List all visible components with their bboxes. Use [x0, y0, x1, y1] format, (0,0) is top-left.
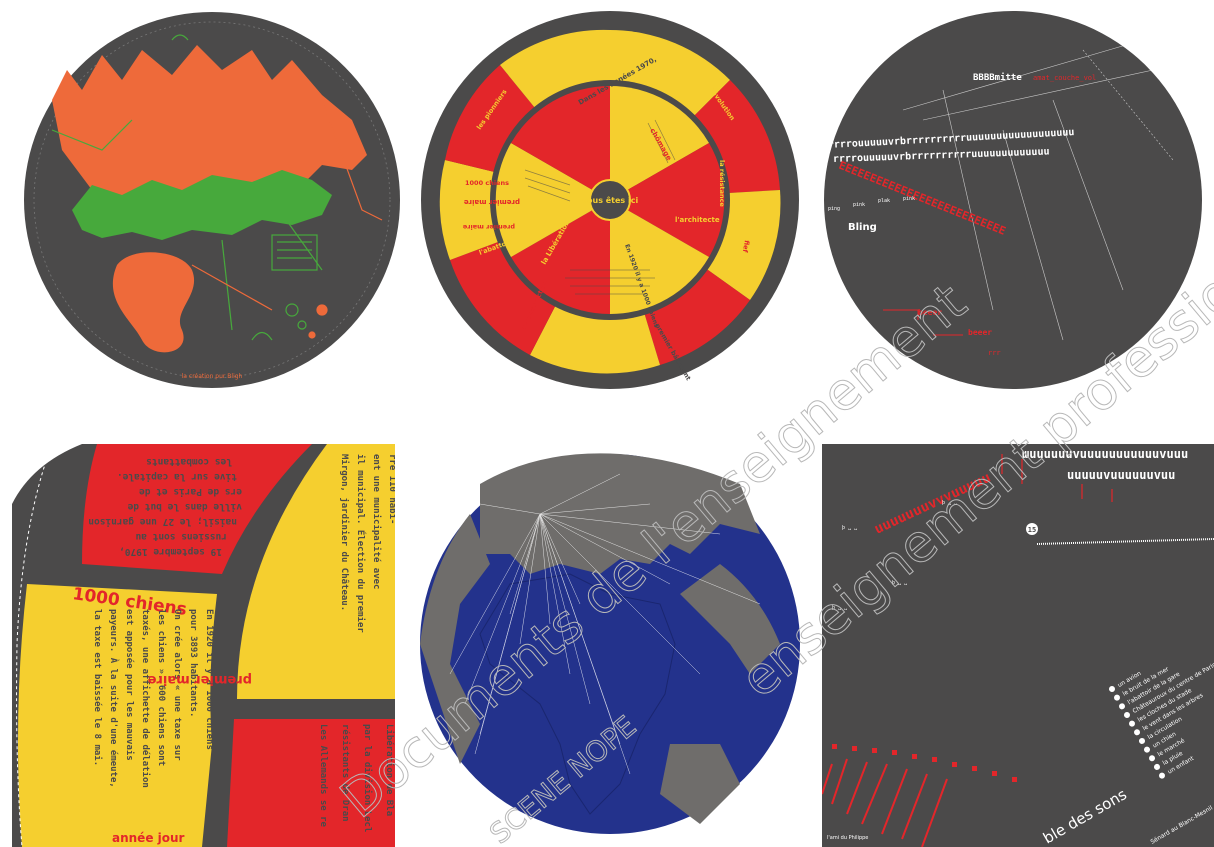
disc3-label-5: rrr — [988, 349, 1001, 357]
disc-organic-poster: la création pur Bligh — [22, 10, 402, 390]
orange-bottom-blob — [112, 252, 195, 353]
chiens-body-0: En 1920 il y a 1000 chiens — [204, 609, 215, 750]
bottom-body-text: Libération de Bla par la division Lecl r… — [318, 724, 395, 832]
africa — [480, 574, 675, 814]
disc-wheel-poster: vous êtes ici Dans les années 1970, chôm… — [420, 10, 800, 390]
top-body-4: ers de Paris et de — [139, 486, 242, 497]
disc3-small-2: plak — [878, 198, 890, 204]
disc3-label-4: beeer — [968, 328, 992, 337]
sound-table-background — [822, 444, 1214, 847]
green-ornaments — [51, 34, 323, 341]
chiens-body-7: la taxe est baissée le 8 mai. — [92, 609, 103, 766]
maire-title: premier maire — [148, 672, 252, 687]
svg-text:þ ␣ ␣: þ ␣ ␣ — [842, 525, 857, 531]
disc3-small-1: pink — [853, 202, 865, 208]
top-row-2: uuuuuvuuuuuuvuu — [1067, 468, 1175, 482]
top-body-0: 19 septembre 1970, — [119, 546, 222, 557]
top-body-6: les combattants — [146, 456, 232, 467]
outer-label-7: fief — [741, 240, 751, 253]
inner-wedges — [495, 85, 725, 315]
chiens-body-5: est apposée pour les mauvais — [124, 609, 135, 761]
globe-svg: carte géologique — [420, 444, 800, 847]
disc-typographic-svg: BBBBmitte amat_couche_vol rrrrouuuuuvrbr… — [824, 11, 1202, 389]
maire-body-2: il municipal. Élection du premier — [355, 454, 367, 633]
top-body-1: russiens sont au — [135, 531, 227, 542]
maire-body-3: Mirgon, jardinier du Château. — [339, 454, 350, 611]
small-marks: þ ␣ ␣ þ ␣ ␣ þ ␣ ␣ þ ␣ ␣ — [832, 500, 957, 611]
top-body-3: ville dans le but de — [127, 501, 242, 512]
wedge-label-2: l'architecte — [675, 216, 720, 224]
red-bars — [822, 758, 948, 847]
disc3-label-1: amat_couche_vol — [1033, 74, 1096, 82]
green-blob — [72, 170, 332, 240]
wedge-label-5: premier maire — [464, 198, 520, 206]
globe-caption: carte géologique — [585, 834, 636, 841]
svg-text:þ ␣ ␣: þ ␣ ␣ — [892, 580, 907, 586]
sound-footer-2: l'ami du Philippe — [827, 835, 868, 841]
globe-land — [420, 453, 780, 824]
left-yellow-segment — [18, 584, 217, 847]
outer-label-6: la résistance — [718, 160, 726, 207]
svg-text:þ ␣ ␣: þ ␣ ␣ — [832, 605, 847, 611]
top-body-5: tive sur la capitale. — [117, 471, 237, 482]
bottom-body-1: par la division Lecl — [362, 724, 373, 832]
bottom-body-2: résistants de Dran — [340, 724, 351, 822]
disc3-label-2: Bling — [848, 222, 877, 233]
outer-label-2: premier maire — [462, 223, 515, 231]
wheel-detail: 19 septembre 1970, russiens sont au nais… — [12, 444, 395, 847]
disc1-caption: la création pur Bligh — [182, 373, 243, 380]
right-yellow-segment — [237, 444, 395, 699]
top-red-segment — [82, 444, 312, 574]
maire-body-1: ent une municipalité avec — [371, 454, 382, 589]
top-row: ɯuuuuuuvuuuuuuuuuuuvuuu — [1022, 447, 1188, 461]
maire-body-text: rre 110 habi- ent une municipalité avec … — [339, 454, 395, 633]
disc3-small-0: ping — [828, 206, 840, 212]
center-label: vous êtes ici — [582, 195, 639, 205]
disc-typographic-poster: BBBBmitte amat_couche_vol rrrrouuuuuvrbr… — [823, 10, 1203, 390]
count-dot — [1026, 523, 1038, 535]
disc3-label-3: beeer — [918, 308, 942, 317]
top-body-2: naisil; le 27 une garnison — [88, 516, 237, 527]
disc3-label-0: BBBBmitte — [973, 72, 1022, 83]
bottom-body-3: Les Allemands se re — [318, 724, 328, 828]
count-label: 15 — [1028, 526, 1036, 534]
maire-body-0: rre 110 habi- — [387, 454, 395, 524]
chiens-body-text: En 1920 il y a 1000 chiens pour 3893 hab… — [92, 609, 215, 788]
svg-text:þ ␣ ␣: þ ␣ ␣ — [942, 500, 957, 506]
chiens-body-6: payeurs. À la suite d'une émeute, — [108, 609, 120, 788]
bottom-body-0: Libération de Bla — [384, 724, 395, 816]
chiens-body-4: taxés, une affichette de délation — [140, 609, 151, 788]
chiens-body-1: pour 3893 habitants. — [188, 609, 199, 717]
disc3-small-3: pink — [903, 196, 915, 202]
wheel-detail-svg: 19 septembre 1970, russiens sont au nais… — [12, 444, 395, 847]
disc-wheel-svg: vous êtes ici Dans les années 1970, chôm… — [421, 11, 799, 389]
outer-label-1: 1000 chiens — [465, 179, 509, 187]
sound-table-detail: ɯuuuuuuvuuuuuuuuuuuvuuu uuuuuvuuuuuuvuu … — [822, 444, 1214, 847]
sound-table-svg: ɯuuuuuuvuuuuuuuuuuuvuuu uuuuuvuuuuuuvuu … — [822, 444, 1214, 847]
disc-organic-svg: la création pur Bligh — [24, 12, 400, 388]
center-circle — [589, 179, 631, 221]
globe-poster: carte géologique — [420, 444, 800, 847]
chiens-body-2: On crée alors « une taxe sur — [172, 609, 183, 761]
orange-blob — [52, 45, 367, 205]
edge-label: année jour — [112, 831, 185, 845]
bottom-red-segment — [227, 719, 395, 847]
top-body-text: 19 septembre 1970, russiens sont au nais… — [88, 456, 242, 557]
chiens-body-3: les chiens ». 600 chiens sont — [156, 609, 167, 766]
migration-lines — [449, 473, 761, 775]
